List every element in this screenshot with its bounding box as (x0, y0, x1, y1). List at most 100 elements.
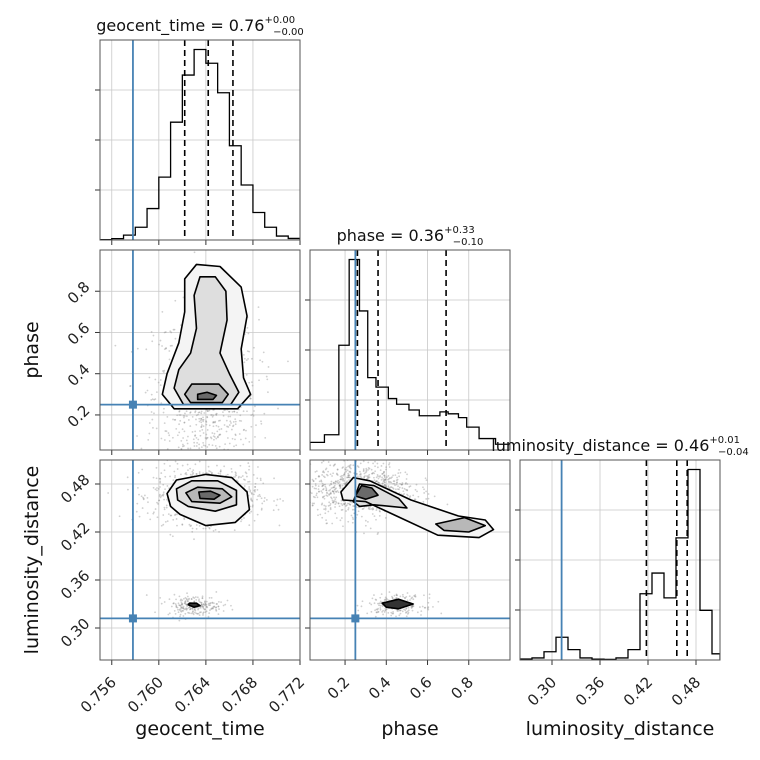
sample-point (192, 438, 195, 441)
sample-point (205, 437, 208, 439)
sample-point (163, 439, 166, 441)
sample-point (414, 594, 417, 596)
sample-point (334, 482, 337, 485)
contour-line (187, 602, 201, 609)
sample-point (331, 490, 334, 493)
sample-point (423, 488, 425, 491)
sample-point (194, 411, 197, 414)
sample-point (248, 488, 251, 490)
sample-point (248, 524, 251, 527)
sample-point (176, 434, 179, 437)
sample-point (401, 482, 404, 484)
sample-point (150, 411, 153, 413)
sample-point (384, 598, 387, 601)
sample-point (374, 460, 376, 463)
sample-point (189, 525, 192, 528)
sample-point (349, 503, 352, 506)
sample-point (253, 410, 255, 412)
sample-point (334, 500, 337, 503)
sample-point (205, 471, 208, 474)
sample-point (329, 502, 332, 505)
sample-point (325, 522, 328, 525)
sample-point (334, 463, 336, 466)
sample-point (427, 601, 430, 604)
sample-point (392, 610, 394, 613)
sample-point (367, 507, 370, 510)
sample-point (267, 391, 269, 394)
sample-point (200, 601, 203, 604)
sample-point (341, 484, 344, 487)
sample-point (322, 460, 325, 463)
sample-point (248, 468, 250, 471)
sample-point (314, 483, 317, 485)
sample-point (215, 412, 218, 415)
sample-point (197, 612, 200, 615)
sample-point (258, 318, 260, 321)
sample-point (219, 470, 222, 473)
sample-point (323, 495, 326, 498)
sample-point (331, 490, 334, 493)
sample-point (209, 470, 212, 473)
sample-point (417, 495, 420, 498)
sample-point (182, 609, 185, 612)
sample-point (440, 612, 443, 615)
title-lower-error: −0.10 (453, 237, 484, 248)
sample-point (218, 445, 221, 448)
sample-point (200, 419, 202, 422)
scatter-panel-geocent_time-luminosity_distance-plot-area (100, 460, 300, 660)
sample-point (181, 599, 184, 602)
sample-point (340, 502, 343, 505)
sample-point (172, 602, 175, 605)
sample-point (194, 430, 197, 433)
sample-point (414, 595, 416, 598)
sample-point (212, 421, 214, 424)
sample-point (206, 436, 209, 439)
sample-point (326, 495, 329, 497)
sample-point (204, 604, 207, 606)
sample-point (174, 514, 176, 517)
sample-point (171, 344, 173, 347)
sample-point (398, 488, 400, 491)
sample-point (217, 600, 220, 603)
sample-point (328, 484, 331, 487)
sample-point (331, 501, 334, 504)
sample-point (341, 474, 343, 477)
title-upper-error: +0.33 (444, 225, 475, 236)
panel-border (309, 249, 511, 451)
contour-line (161, 263, 252, 410)
sample-point (368, 467, 371, 470)
sample-point (387, 486, 390, 489)
sample-point (250, 425, 253, 428)
sample-point (248, 440, 251, 443)
sample-point (358, 470, 361, 473)
sample-point (156, 501, 158, 504)
sample-point (331, 475, 333, 477)
sample-point (212, 435, 215, 438)
sample-point (159, 480, 162, 483)
sample-point (212, 425, 215, 428)
sample-point (188, 608, 191, 611)
sample-point (238, 433, 241, 435)
sample-point (249, 397, 252, 400)
sample-point (242, 410, 245, 413)
sample-point (334, 480, 337, 483)
sample-point (146, 496, 149, 499)
sample-point (216, 430, 219, 433)
sample-point (378, 510, 381, 512)
sample-point (210, 607, 213, 610)
sample-point (181, 602, 184, 605)
sample-point (343, 473, 346, 476)
sample-point (336, 468, 339, 471)
sample-point (323, 476, 326, 479)
sample-point (391, 612, 394, 615)
sample-point (250, 510, 253, 513)
sample-point (250, 357, 253, 360)
sample-point (383, 471, 385, 473)
sample-point (168, 440, 171, 442)
sample-point (232, 476, 235, 479)
sample-point (377, 475, 380, 478)
sample-point (165, 347, 167, 350)
sample-point (175, 604, 178, 607)
sample-point (334, 506, 336, 508)
